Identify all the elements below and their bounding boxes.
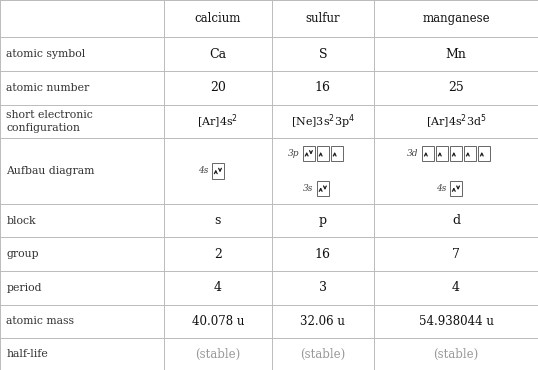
Text: 16: 16 (315, 248, 331, 260)
Text: 40.078 u: 40.078 u (192, 315, 244, 328)
Text: 32.06 u: 32.06 u (300, 315, 345, 328)
Text: 4: 4 (452, 281, 460, 294)
Text: (stable): (stable) (300, 348, 345, 361)
Text: 7: 7 (452, 248, 460, 260)
Text: (stable): (stable) (195, 348, 240, 361)
Bar (303, 145, 315, 161)
Text: 54.938044 u: 54.938044 u (419, 315, 493, 328)
Text: [Ar]4s$^2$3d$^5$: [Ar]4s$^2$3d$^5$ (426, 112, 486, 131)
Text: 3s: 3s (303, 184, 314, 193)
Text: (stable): (stable) (433, 348, 479, 361)
Text: 20: 20 (210, 81, 226, 94)
Text: group: group (6, 249, 39, 259)
Text: 3p: 3p (288, 149, 300, 158)
Text: half-life: half-life (6, 349, 48, 359)
Text: atomic mass: atomic mass (6, 316, 74, 326)
Text: 3: 3 (319, 281, 327, 294)
Text: d: d (452, 214, 460, 227)
Text: Mn: Mn (445, 48, 466, 61)
Text: S: S (318, 48, 327, 61)
Bar (464, 145, 476, 161)
Text: sulfur: sulfur (306, 12, 340, 25)
Text: manganese: manganese (422, 12, 490, 25)
Text: 2: 2 (214, 248, 222, 260)
Text: atomic number: atomic number (6, 83, 90, 93)
Text: p: p (318, 214, 327, 227)
Text: 4: 4 (214, 281, 222, 294)
Text: 4s: 4s (436, 184, 447, 193)
Text: 4s: 4s (199, 166, 209, 175)
Text: Aufbau diagram: Aufbau diagram (6, 166, 95, 176)
Text: 16: 16 (315, 81, 331, 94)
Bar (317, 181, 329, 196)
Text: [Ne]3s$^2$3p$^4$: [Ne]3s$^2$3p$^4$ (291, 112, 355, 131)
Bar (450, 181, 462, 196)
Text: block: block (6, 215, 36, 225)
Text: [Ar]4s$^2$: [Ar]4s$^2$ (197, 112, 238, 131)
Bar (331, 145, 343, 161)
Text: atomic symbol: atomic symbol (6, 49, 86, 59)
Bar (422, 145, 434, 161)
Bar (478, 145, 490, 161)
Text: s: s (215, 214, 221, 227)
Text: short electronic
configuration: short electronic configuration (6, 110, 93, 133)
Bar (450, 145, 462, 161)
Text: 25: 25 (448, 81, 464, 94)
Bar (212, 163, 224, 179)
Bar (317, 145, 329, 161)
Text: 3d: 3d (407, 149, 419, 158)
Text: period: period (6, 283, 42, 293)
Text: calcium: calcium (195, 12, 241, 25)
Bar (436, 145, 448, 161)
Text: Ca: Ca (209, 48, 226, 61)
